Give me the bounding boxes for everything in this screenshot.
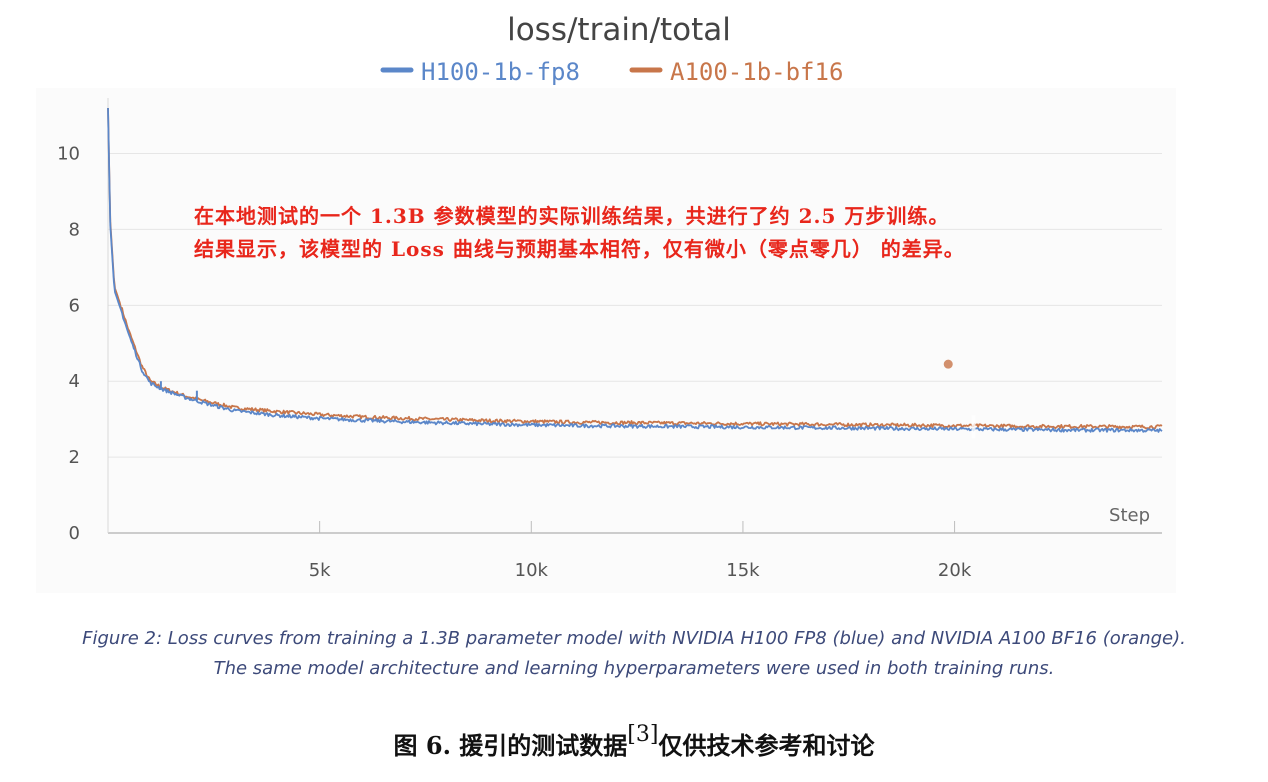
series-line-H100-1b-fp8 (107, 107, 1163, 433)
legend-label: A100-1b-bf16 (670, 58, 843, 86)
x-axis-label: Step (1109, 505, 1150, 526)
x-tick-label: 20k (938, 560, 972, 581)
legend-label: H100-1b-fp8 (421, 58, 580, 86)
y-tick-label: 8 (69, 219, 80, 240)
annotation-line-2: 结果显示，该模型的 Loss 曲线与预期基本相符，仅有微小（零点零几） 的差异。 (194, 237, 965, 261)
x-axis-ticks: 5k 10k 15k 20k (309, 521, 972, 581)
figure-title-reference: [3] (627, 722, 659, 747)
y-tick-label: 2 (69, 447, 80, 468)
y-tick-label: 0 (69, 523, 80, 544)
x-tick-label: 15k (726, 560, 760, 581)
series-gap (971, 415, 976, 439)
legend: H100-1b-fp8 A100-1b-bf16 (380, 58, 843, 86)
y-axis-ticks: 0 2 4 6 8 10 (57, 144, 80, 544)
plot-background (36, 88, 1176, 593)
series-outlier-point (943, 359, 953, 369)
figure-caption-line-2: The same model architecture and learning… (213, 658, 1055, 679)
y-tick-label: 6 (69, 295, 80, 316)
chart-title: loss/train/total (507, 12, 731, 48)
figure-title: 图 6. 援引的测试数据[3]仅供技术参考和讨论 (0, 722, 1268, 761)
x-tick-label: 5k (309, 560, 331, 581)
y-tick-label: 4 (69, 371, 80, 392)
figure-title-prefix: 图 6. 援引的测试数据 (393, 731, 628, 760)
annotation-line-1: 在本地测试的一个 1.3B 参数模型的实际训练结果，共进行了约 2.5 万步训练… (194, 204, 950, 228)
y-tick-label: 10 (57, 144, 80, 165)
chinese-annotation: 在本地测试的一个 1.3B 参数模型的实际训练结果，共进行了约 2.5 万步训练… (194, 200, 1194, 266)
series-layer (107, 107, 1163, 439)
figure-caption-line-1: Figure 2: Loss curves from training a 1.… (82, 628, 1186, 649)
loss-chart: loss/train/total H100-1b-fp8 A100-1b-bf16… (36, 12, 1176, 593)
figure-title-suffix: 仅供技术参考和讨论 (658, 731, 875, 760)
x-tick-label: 10k (515, 560, 549, 581)
grid-lines (108, 153, 1162, 458)
